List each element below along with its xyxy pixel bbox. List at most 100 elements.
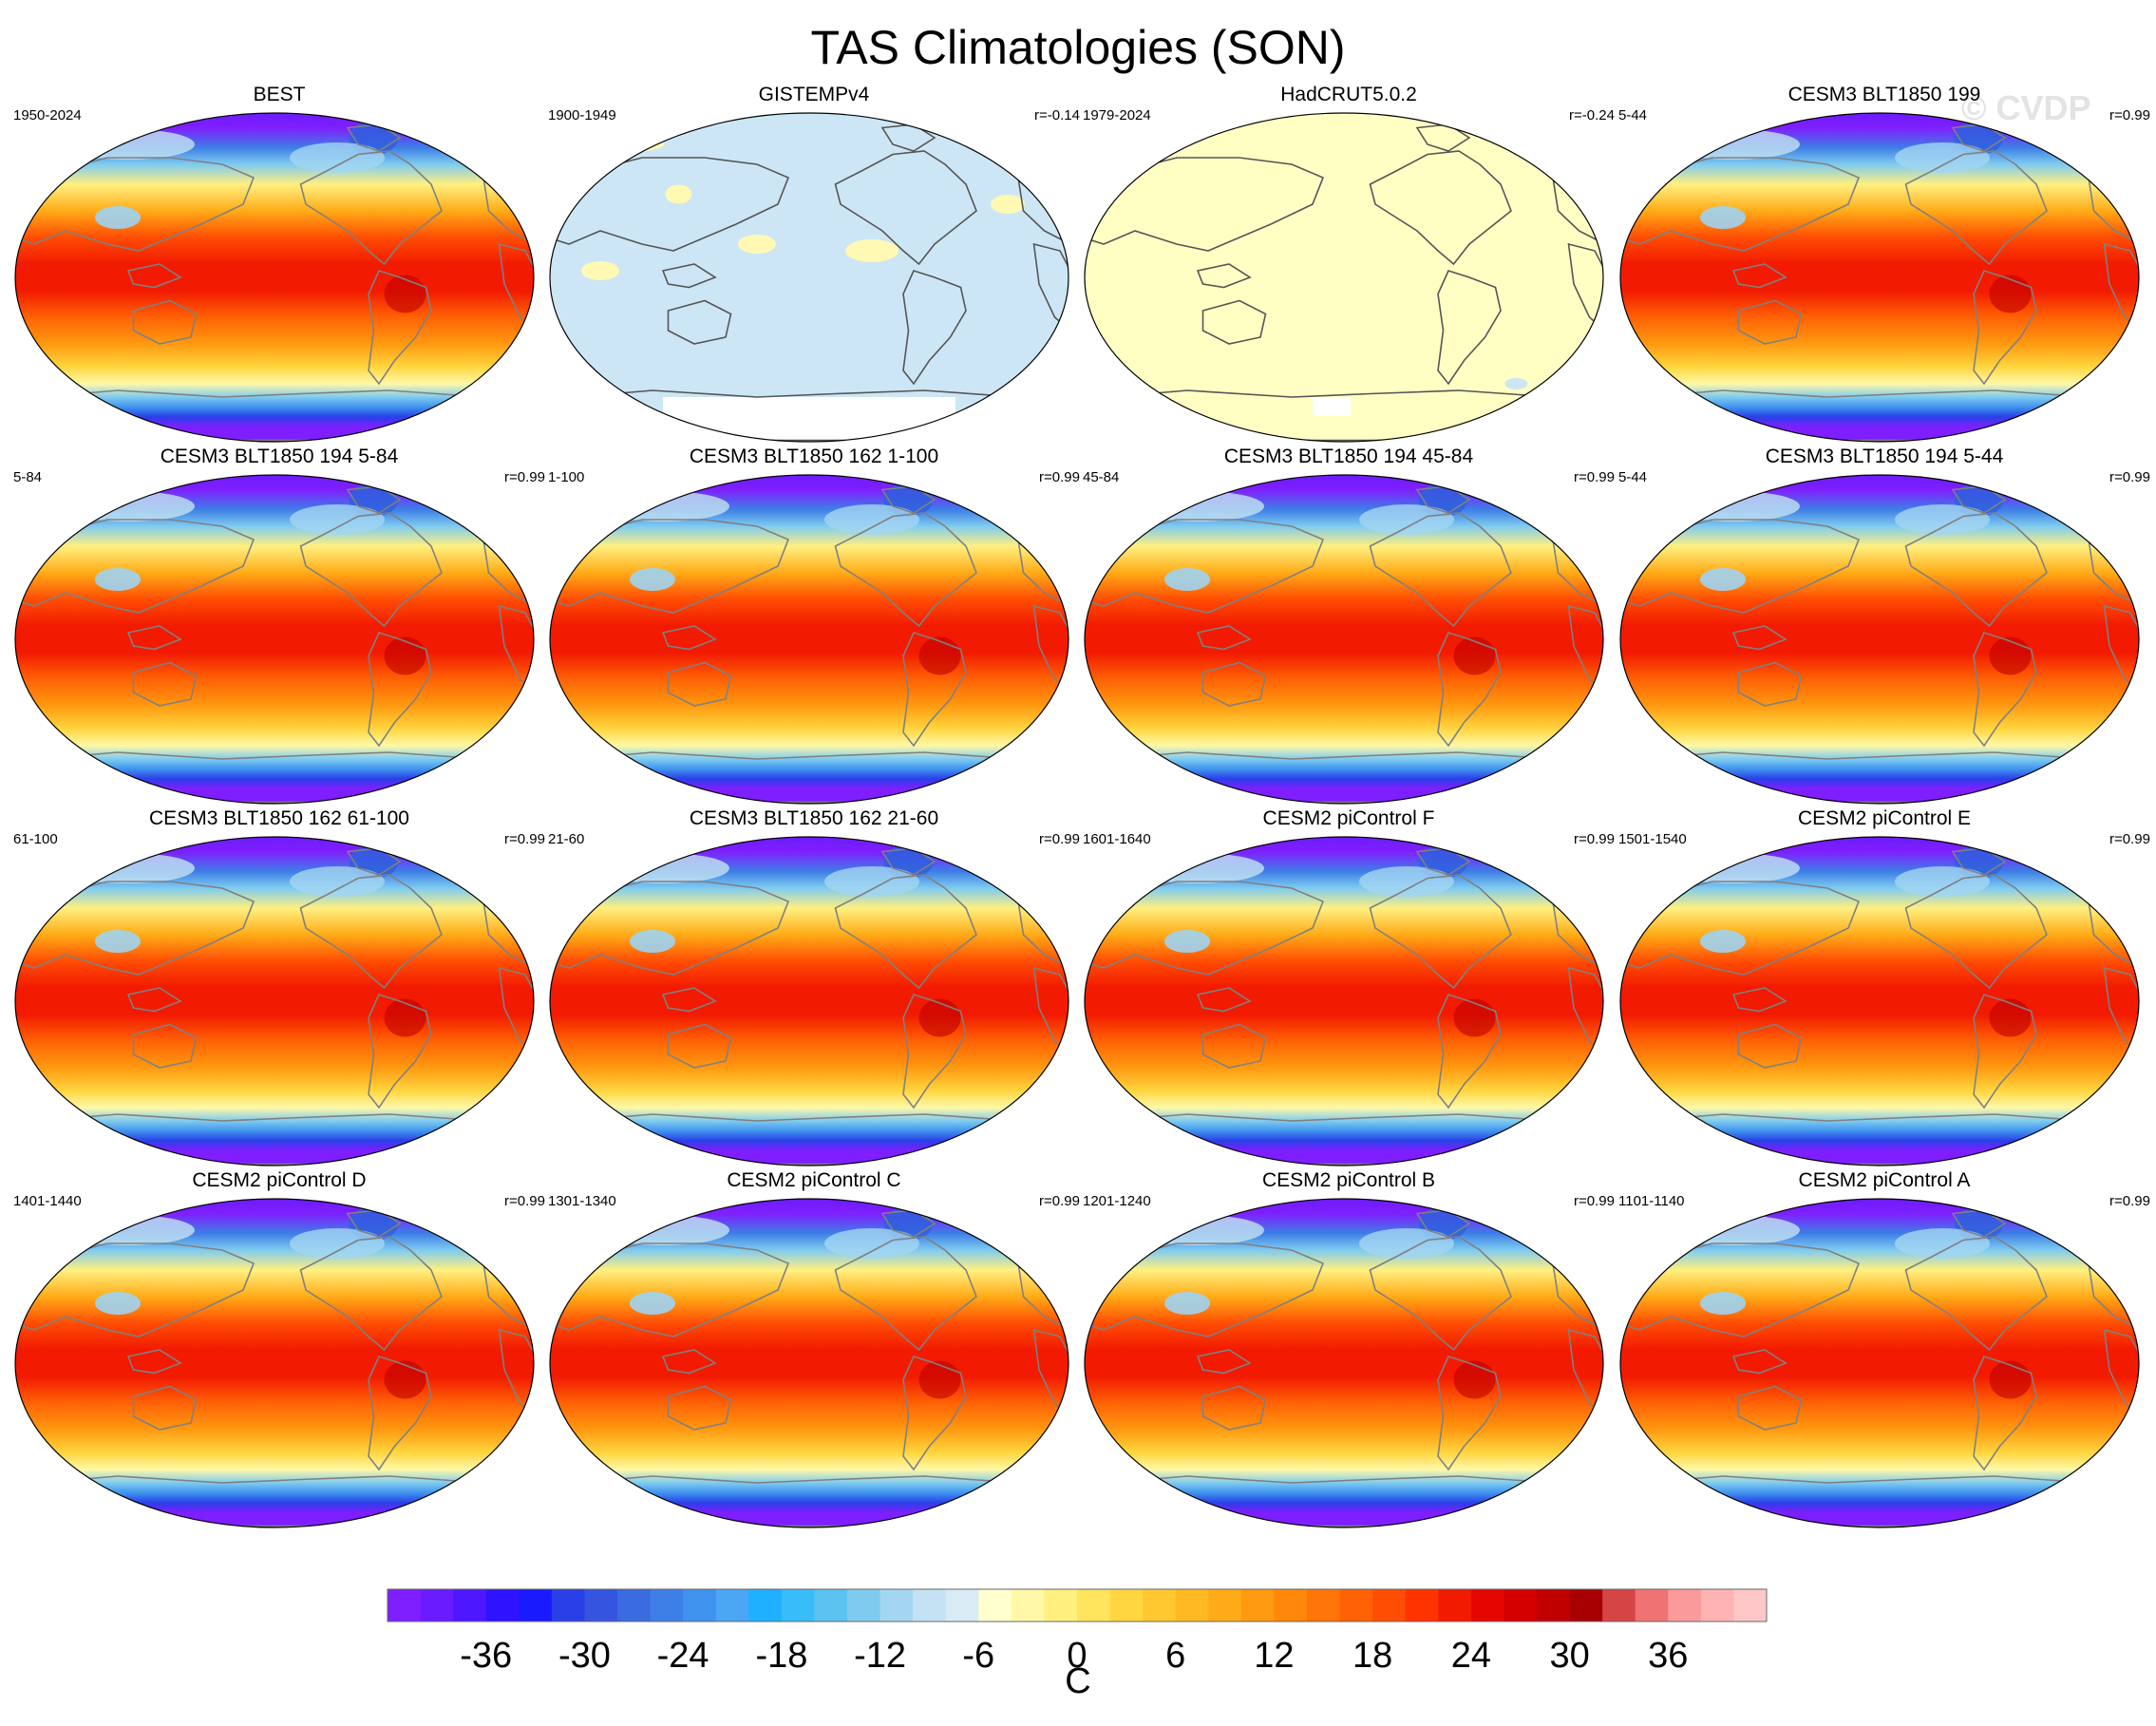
coastline (1369, 150, 1512, 266)
tibet-cold-patch (1164, 1292, 1210, 1315)
map-border (1619, 112, 2140, 443)
colorbar-box (1240, 1589, 1275, 1622)
coastline (299, 150, 443, 266)
coastline (902, 632, 967, 748)
coastline (667, 661, 732, 707)
coastline (15, 881, 255, 976)
robinson-map (1084, 112, 1604, 443)
colorbar-box (420, 1589, 454, 1622)
map-panel: CESM3 BLT1850 199 5-44 r=0.99 (1618, 83, 2150, 444)
panel-correlation: r=0.99 (1574, 469, 1615, 485)
tibet-cold-patch (1164, 568, 1210, 591)
colorbar-tick-label: -36 (460, 1636, 512, 1676)
siberia-cold-patch (596, 491, 729, 522)
coastline (1085, 881, 1325, 976)
arctic-cold-patch (824, 504, 919, 535)
siberia-cold-patch (596, 853, 729, 883)
arctic-cold-patch (290, 866, 385, 897)
tibet-cold-patch (630, 930, 675, 953)
amazon-warm-patch (1453, 1360, 1496, 1399)
panel-years: 1301-1340 (548, 1193, 616, 1209)
amazon-warm-patch (918, 1360, 961, 1399)
coastline (1737, 299, 1803, 345)
colorbar-tick-label: -18 (755, 1636, 807, 1676)
map-panel: CESM2 piControl D 1401-1440 r=0.99 (13, 1168, 545, 1529)
robinson-map (549, 474, 1069, 805)
panel-title: CESM2 piControl E (1797, 807, 1972, 829)
anomaly-patch (581, 261, 619, 280)
coastline (498, 242, 534, 332)
colorbar-box (1438, 1589, 1472, 1622)
arctic-cold-patch (1359, 1228, 1454, 1259)
amazon-warm-patch (384, 998, 426, 1037)
panel-title: CESM3 BLT1850 194 5-84 (160, 446, 399, 467)
tibet-cold-patch (630, 568, 675, 591)
coastline (1973, 994, 2037, 1110)
coastline (1437, 1356, 1502, 1471)
coastline (1201, 1023, 1267, 1069)
map-border (14, 474, 535, 805)
arctic-cold-patch (824, 1228, 919, 1259)
arctic-cold-patch (1359, 866, 1454, 897)
temperature-field (550, 113, 1069, 442)
colorbar-box (453, 1589, 487, 1622)
anomaly-patch (1504, 378, 1528, 389)
temperature-field (550, 475, 1069, 804)
coastline (126, 625, 182, 651)
tibet-cold-patch (95, 568, 141, 591)
coastline (1201, 1385, 1267, 1431)
panel-correlation: r=0.99 (2109, 1193, 2150, 1209)
panel-title: CESM3 BLT1850 199 (1787, 84, 1981, 105)
panel-years: 1950-2024 (13, 107, 82, 123)
coastline (368, 270, 432, 386)
arctic-cold-patch (1895, 504, 1990, 535)
map-panel: CESM3 BLT1850 162 21-60 21-60 r=0.99 (548, 806, 1080, 1167)
robinson-map (549, 1198, 1069, 1528)
coastline (1973, 1356, 2037, 1471)
map-border (14, 112, 535, 443)
coastline (1032, 1328, 1069, 1418)
panel-years: 1979-2024 (1083, 107, 1151, 123)
robinson-map (549, 836, 1069, 1166)
panel-years: 1401-1440 (13, 1193, 82, 1209)
coastline (834, 874, 977, 990)
colorbar-box (1569, 1589, 1603, 1622)
map-border (1084, 112, 1604, 443)
coastline (1567, 1328, 1603, 1418)
coastline (2103, 242, 2139, 332)
panel-years: 61-100 (13, 831, 58, 847)
coastline (1567, 242, 1603, 332)
coastline (1904, 150, 2048, 266)
siberia-cold-patch (596, 1215, 729, 1245)
coastline (1196, 625, 1252, 651)
coastline (1369, 1236, 1512, 1352)
robinson-map (1084, 474, 1604, 805)
temperature-field (1620, 475, 2139, 804)
colorbar-box (1307, 1589, 1341, 1622)
panel-title: CESM2 piControl D (192, 1169, 367, 1191)
coastline (1973, 270, 2037, 386)
robinson-map (1619, 836, 2140, 1166)
panel-title: CESM2 piControl B (1261, 1169, 1436, 1191)
colorbar-box (485, 1589, 520, 1622)
map-panel: CESM3 BLT1850 194 5-44 5-44 r=0.99 (1618, 445, 2150, 806)
panel-correlation: r=0.99 (1574, 1193, 1615, 1209)
amazon-warm-patch (384, 275, 426, 313)
panel-years: 1201-1240 (1083, 1193, 1151, 1209)
coastline (1567, 966, 1603, 1056)
colorbar-box (1077, 1589, 1111, 1622)
map-border (14, 836, 535, 1166)
colorbar-box (1143, 1589, 1177, 1622)
amazon-warm-patch (384, 636, 426, 675)
colorbar-box (1044, 1589, 1078, 1622)
coastline (498, 1328, 534, 1418)
colorbar-tick-label: 36 (1648, 1636, 1688, 1676)
map-border (1084, 836, 1604, 1166)
coastline (299, 1236, 443, 1352)
tibet-cold-patch (95, 930, 141, 953)
colorbar-box (1602, 1589, 1636, 1622)
panel-title: CESM3 BLT1850 162 21-60 (689, 807, 939, 829)
panel-title: CESM3 BLT1850 194 5-44 (1765, 446, 2004, 467)
coastline (902, 1356, 967, 1471)
coastline (661, 987, 717, 1013)
